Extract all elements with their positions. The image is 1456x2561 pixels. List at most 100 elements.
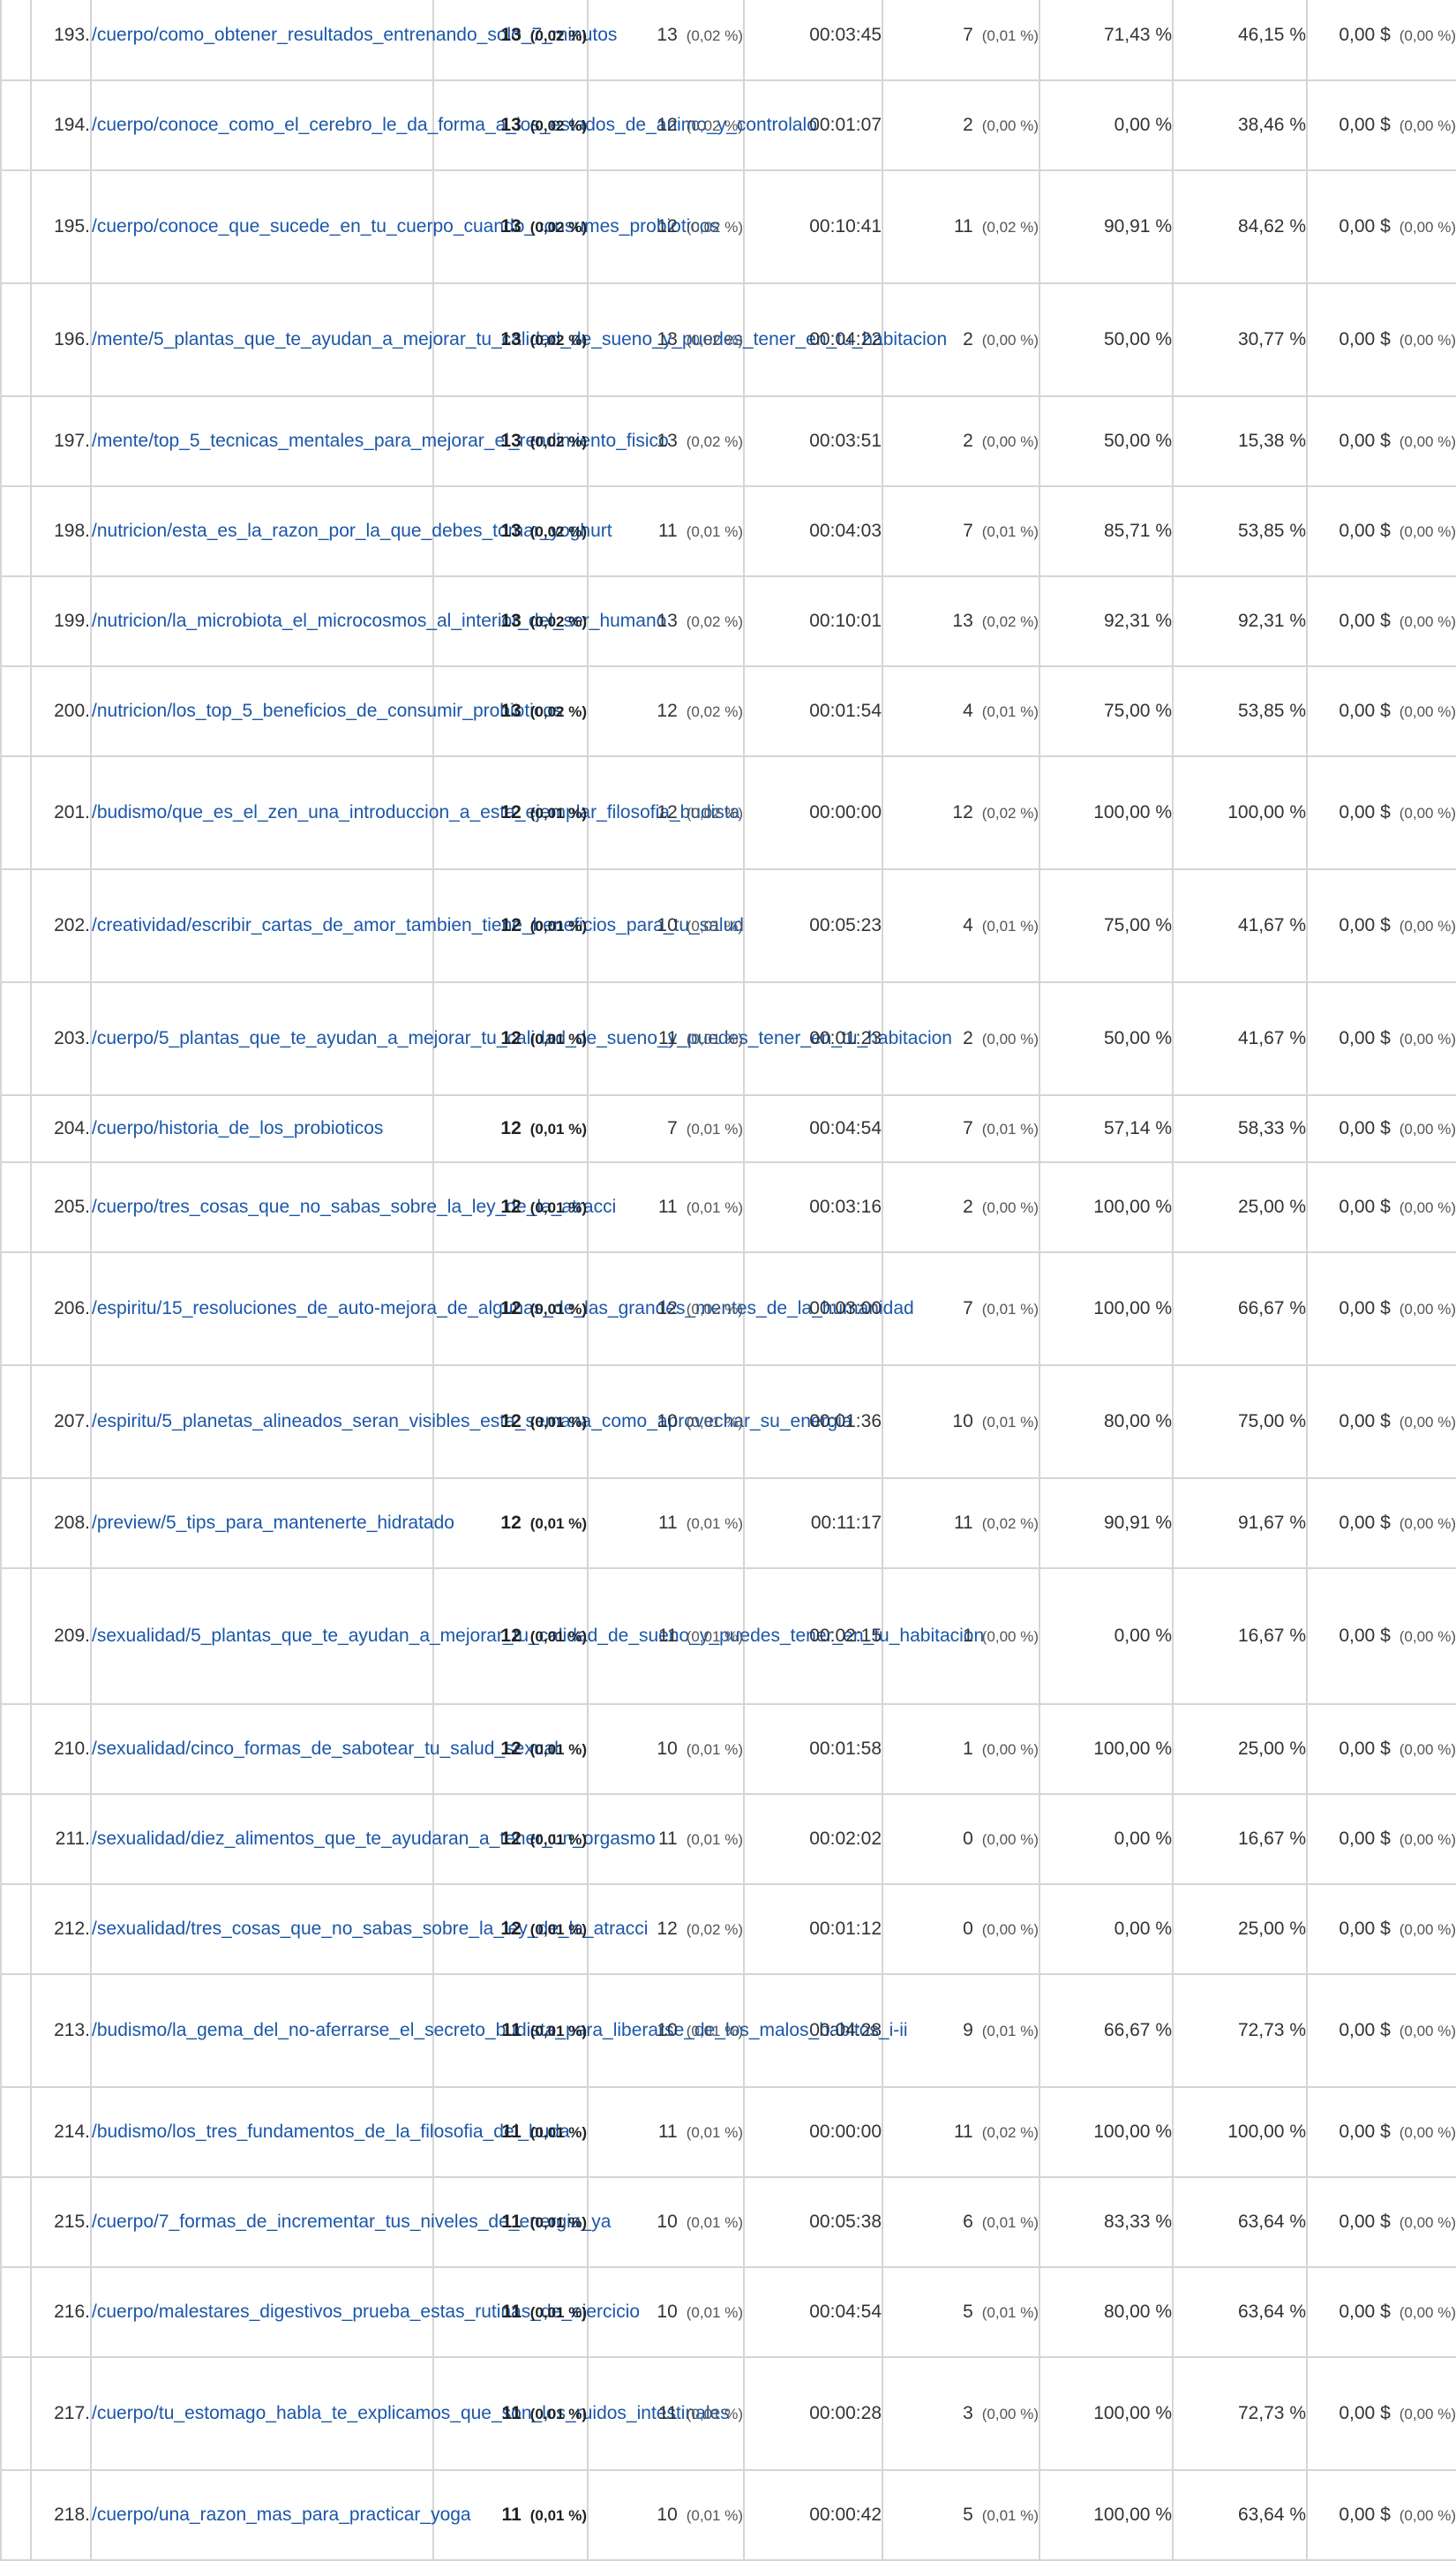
page-value-cell: 0,00 $ (0,00 %) [1306, 0, 1456, 81]
bounce-rate-value: 50,00 % [1103, 329, 1172, 349]
page-link[interactable]: /sexualidad/5_plantas_que_te_ayudan_a_me… [92, 1626, 985, 1646]
entrances-percent: (0,01 %) [981, 1120, 1039, 1138]
page-link[interactable]: /budismo/la_gema_del_no-aferrarse_el_sec… [92, 2020, 908, 2040]
exit-rate-value: 63,64 % [1237, 2302, 1306, 2322]
page-link[interactable]: /cuerpo/tres_cosas_que_no_sabas_sobre_la… [92, 1197, 617, 1217]
page-value-cell: 0,00 $ (0,00 %) [1306, 1364, 1456, 1479]
page-link[interactable]: /cuerpo/5_plantas_que_te_ayudan_a_mejora… [92, 1028, 952, 1048]
bounce-rate-cell: 66,67 % [1039, 1973, 1174, 2088]
unique-pageviews-cell: 10 (0,01 %) [587, 2176, 745, 2268]
unique-pageviews-value: 10 [657, 2301, 678, 2322]
page-value-value: 0,00 $ [1339, 2019, 1391, 2040]
entrances-value: 2 [963, 430, 973, 451]
page-link[interactable]: /nutricion/esta_es_la_razon_por_la_que_d… [92, 521, 612, 541]
avg-time-cell: 00:10:01 [743, 575, 883, 667]
avg-time-cell: 00:01:54 [743, 665, 883, 757]
table-row: 214./budismo/los_tres_fundamentos_de_la_… [0, 2086, 1456, 2178]
pageviews-percent: (0,02 %) [529, 331, 587, 349]
unique-pageviews-cell: 11 (0,01 %) [587, 1161, 745, 1253]
page-link[interactable]: /cuerpo/una_razon_mas_para_practicar_yog… [92, 2505, 471, 2525]
entrances-percent: (0,00 %) [981, 1740, 1039, 1758]
avg-time-cell: 00:01:58 [743, 1703, 883, 1795]
exit-rate-value: 66,67 % [1237, 1298, 1306, 1318]
unique-pageviews-percent: (0,01 %) [686, 1740, 743, 1758]
unique-pageviews-cell: 10 (0,01 %) [587, 1703, 745, 1795]
table-row: 210./sexualidad/cinco_formas_de_sabotear… [0, 1703, 1456, 1795]
pageviews-value: 12 [500, 1297, 522, 1318]
unique-pageviews-percent: (0,01 %) [686, 917, 743, 935]
page-link[interactable]: /sexualidad/tres_cosas_que_no_sabas_sobr… [92, 1919, 649, 1939]
exit-rate-value: 25,00 % [1237, 1739, 1306, 1759]
avg-time-cell: 00:01:36 [743, 1364, 883, 1479]
page-link[interactable]: /cuerpo/malestares_digestivos_prueba_est… [92, 2302, 641, 2322]
row-index: 196. [30, 282, 92, 397]
page-link[interactable]: /nutricion/los_top_5_beneficios_de_consu… [92, 701, 563, 721]
page-link[interactable]: /cuerpo/conoce_como_el_cerebro_le_da_for… [92, 115, 817, 135]
page-cell: /creatividad/escribir_cartas_de_amor_tam… [90, 868, 744, 983]
page-link[interactable]: /sexualidad/diez_alimentos_que_te_ayudar… [92, 1829, 656, 1849]
exit-rate-cell: 30,77 % [1172, 282, 1308, 397]
entrances-percent: (0,00 %) [981, 1920, 1039, 1938]
table-row: 204./cuerpo/historia_de_los_probioticos 1… [0, 1094, 1456, 1163]
unique-pageviews-percent: (0,02 %) [686, 702, 743, 720]
page-cell: /cuerpo/7_formas_de_incrementar_tus_nive… [90, 2176, 612, 2268]
exit-rate-value: 41,67 % [1237, 1028, 1306, 1048]
page-link[interactable]: /preview/5_tips_para_mantenerte_hidratad… [92, 1513, 454, 1533]
row-index: 214. [30, 2086, 92, 2178]
bounce-rate-cell: 0,00 % [1039, 1567, 1174, 1705]
page-link[interactable]: /espiritu/5_planetas_alineados_seran_vis… [92, 1411, 852, 1431]
avg-time-cell: 00:04:22 [743, 282, 883, 397]
pageviews-percent: (0,01 %) [529, 2506, 587, 2524]
page-value-cell: 0,00 $ (0,00 %) [1306, 2086, 1456, 2178]
page-link[interactable]: /mente/5_plantas_que_te_ayudan_a_mejorar… [92, 329, 948, 349]
bounce-rate-cell: 90,91 % [1039, 1477, 1174, 1569]
entrances-value: 11 [953, 2121, 973, 2142]
avg-time-cell: 00:00:28 [743, 2356, 883, 2471]
page-link[interactable]: /espiritu/15_resoluciones_de_auto-mejora… [92, 1298, 914, 1318]
row-index: 206. [30, 1251, 92, 1366]
page-link[interactable]: /creatividad/escribir_cartas_de_amor_tam… [92, 915, 744, 935]
unique-pageviews-percent: (0,01 %) [686, 1627, 743, 1645]
page-link[interactable]: /cuerpo/7_formas_de_incrementar_tus_nive… [92, 2212, 612, 2232]
entrances-value: 0 [963, 1828, 973, 1849]
page-link[interactable]: /budismo/que_es_el_zen_una_introduccion_… [92, 802, 740, 822]
page-value-percent: (0,00 %) [1399, 331, 1456, 349]
row-gutter [0, 282, 32, 397]
entrances-cell: 7 (0,01 %) [882, 0, 1040, 81]
page-link[interactable]: /sexualidad/cinco_formas_de_sabotear_tu_… [92, 1739, 559, 1759]
unique-pageviews-percent: (0,02 %) [686, 26, 743, 44]
bounce-rate-value: 71,43 % [1103, 25, 1172, 45]
unique-pageviews-cell: 12 (0,02 %) [587, 665, 745, 757]
bounce-rate-cell: 0,00 % [1039, 1883, 1174, 1975]
page-link[interactable]: /cuerpo/como_obtener_resultados_entrenan… [92, 25, 618, 45]
unique-pageviews-cell: 13 (0,02 %) [587, 575, 745, 667]
entrances-percent: (0,00 %) [981, 1830, 1039, 1848]
unique-pageviews-value: 13 [657, 610, 678, 631]
row-gutter [0, 665, 32, 757]
pageviews-percent: (0,02 %) [529, 432, 587, 450]
unique-pageviews-value: 10 [657, 2211, 678, 2232]
page-link[interactable]: /mente/top_5_tecnicas_mentales_para_mejo… [92, 431, 669, 451]
bounce-rate-value: 85,71 % [1103, 521, 1172, 541]
pageviews-cell: 12 (0,01 %) [432, 1567, 589, 1705]
entrances-cell: 2 (0,00 %) [882, 981, 1040, 1096]
page-value-value: 0,00 $ [1339, 1738, 1391, 1759]
page-value-percent: (0,00 %) [1399, 1920, 1456, 1938]
entrances-cell: 6 (0,01 %) [882, 2176, 1040, 2268]
entrances-cell: 1 (0,00 %) [882, 1567, 1040, 1705]
entrances-cell: 2 (0,00 %) [882, 1161, 1040, 1253]
pageviews-value: 12 [500, 1410, 522, 1431]
page-link[interactable]: /cuerpo/conoce_que_sucede_en_tu_cuerpo_c… [92, 216, 720, 237]
page-link[interactable]: /budismo/los_tres_fundamentos_de_la_filo… [92, 2122, 570, 2142]
unique-pageviews-cell: 12 (0,02 %) [587, 79, 745, 171]
unique-pageviews-cell: 10 (0,01 %) [587, 1364, 745, 1479]
exit-rate-value: 72,73 % [1237, 2403, 1306, 2423]
page-link[interactable]: /cuerpo/historia_de_los_probioticos [92, 1118, 384, 1138]
page-value-value: 0,00 $ [1339, 1828, 1391, 1849]
unique-pageviews-cell: 11 (0,01 %) [587, 485, 745, 577]
page-link[interactable]: /nutricion/la_microbiota_el_microcosmos_… [92, 611, 667, 631]
pageviews-percent: (0,01 %) [529, 2123, 587, 2141]
page-value-cell: 0,00 $ (0,00 %) [1306, 485, 1456, 577]
page-link[interactable]: /cuerpo/tu_estomago_habla_te_explicamos_… [92, 2403, 730, 2423]
row-gutter [0, 2469, 32, 2561]
